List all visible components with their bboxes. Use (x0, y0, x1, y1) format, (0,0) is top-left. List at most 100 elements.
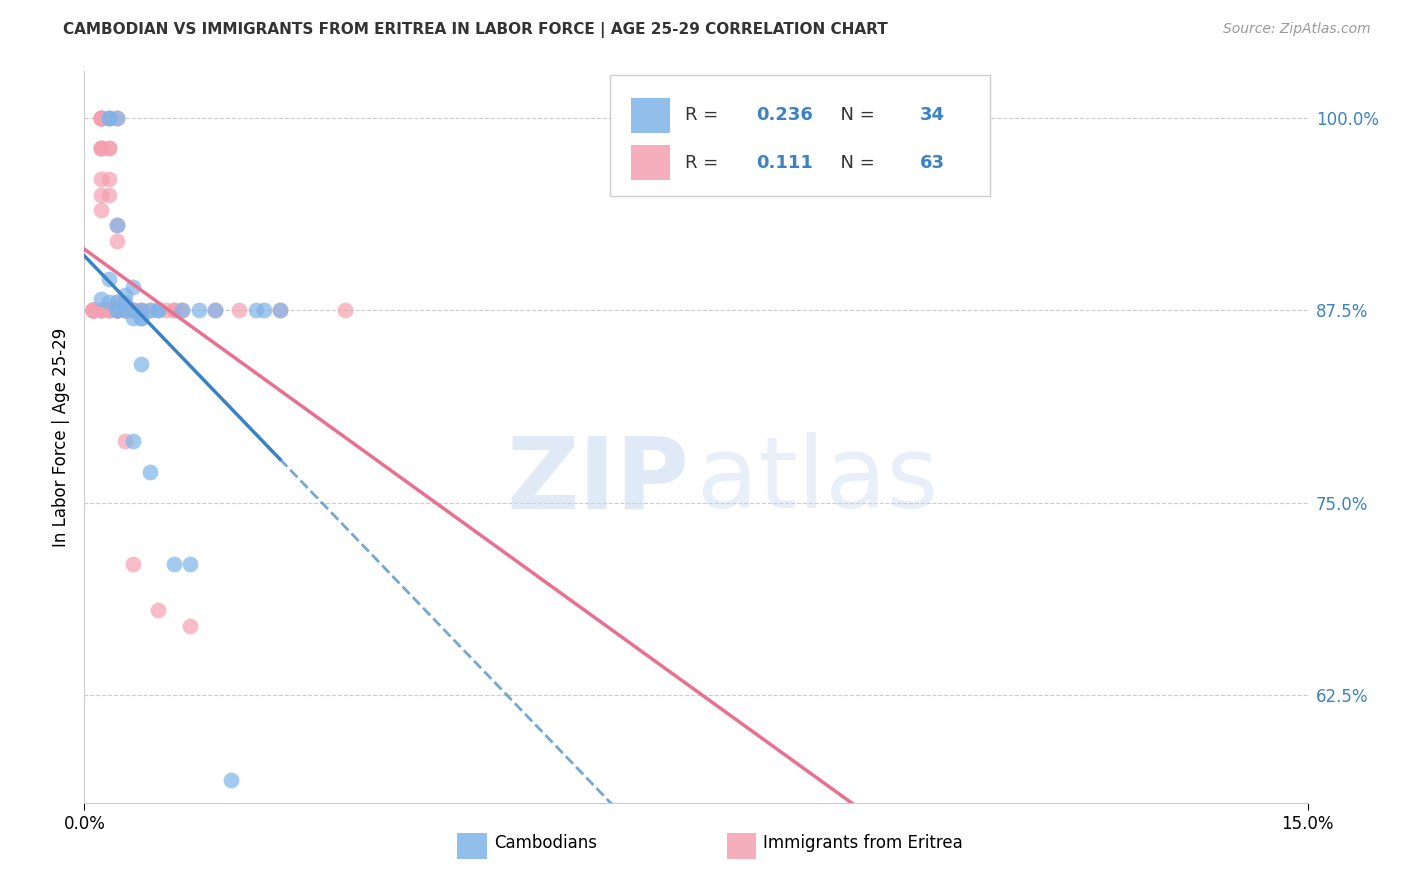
Point (97, 187, 120, 202)
Point (82, 303, 104, 318)
Point (105, 303, 128, 318)
Point (90, 141, 112, 155)
Point (114, 303, 136, 318)
Point (105, 295, 128, 310)
Point (105, 303, 128, 318)
Point (97, 272, 120, 286)
Point (269, 303, 291, 318)
Point (97, 303, 120, 318)
Point (163, 557, 186, 571)
Point (90, 111, 112, 125)
Point (335, 303, 357, 318)
Point (105, 111, 128, 125)
Point (114, 303, 136, 318)
Point (90, 303, 112, 318)
Point (82, 303, 104, 318)
Point (114, 303, 136, 318)
Point (90, 303, 112, 318)
Point (97, 295, 120, 310)
Point (204, 303, 226, 318)
Point (163, 303, 186, 318)
Point (163, 303, 186, 318)
Text: Immigrants from Eritrea: Immigrants from Eritrea (763, 834, 963, 852)
Point (97, 303, 120, 318)
Point (105, 295, 128, 310)
Point (82, 303, 104, 318)
Point (122, 303, 145, 318)
Point (131, 303, 153, 318)
Point (245, 303, 267, 318)
Point (146, 303, 169, 318)
Text: R =: R = (685, 106, 724, 124)
Point (131, 310, 153, 325)
Bar (457, 833, 486, 859)
Point (122, 303, 145, 318)
Point (97, 172, 120, 186)
Point (122, 310, 145, 325)
Point (97, 141, 120, 155)
Point (122, 303, 145, 318)
Text: N =: N = (830, 106, 880, 124)
FancyBboxPatch shape (610, 75, 990, 195)
Point (114, 303, 136, 318)
Point (146, 303, 169, 318)
Text: atlas: atlas (697, 433, 939, 530)
Point (269, 303, 291, 318)
Point (82, 303, 104, 318)
Point (122, 557, 145, 571)
Text: 34: 34 (920, 106, 945, 124)
Point (114, 303, 136, 318)
Point (97, 111, 120, 125)
Point (179, 618, 201, 632)
Point (204, 303, 226, 318)
Point (82, 303, 104, 318)
Point (105, 219, 128, 233)
Point (97, 111, 120, 125)
Point (90, 172, 112, 186)
Point (253, 303, 276, 318)
Text: 0.111: 0.111 (756, 153, 813, 172)
Point (105, 303, 128, 318)
Point (82, 303, 104, 318)
Point (155, 303, 177, 318)
Point (82, 303, 104, 318)
Point (228, 303, 250, 318)
Point (138, 303, 160, 318)
Point (90, 303, 112, 318)
Point (105, 303, 128, 318)
Point (90, 111, 112, 125)
Text: CAMBODIAN VS IMMIGRANTS FROM ERITREA IN LABOR FORCE | AGE 25-29 CORRELATION CHAR: CAMBODIAN VS IMMIGRANTS FROM ERITREA IN … (63, 22, 889, 38)
Point (114, 287, 136, 301)
Point (90, 111, 112, 125)
Point (90, 292, 112, 306)
Point (90, 303, 112, 318)
Point (82, 303, 104, 318)
Text: 63: 63 (920, 153, 945, 172)
Point (114, 434, 136, 448)
Bar (727, 833, 756, 859)
Point (114, 295, 136, 310)
Point (138, 465, 160, 479)
Point (90, 187, 112, 202)
Point (172, 303, 194, 318)
Point (122, 434, 145, 448)
Point (105, 111, 128, 125)
Point (82, 303, 104, 318)
Text: ZIP: ZIP (506, 433, 689, 530)
Bar (631, 98, 671, 133)
Point (97, 111, 120, 125)
Point (131, 303, 153, 318)
Text: N =: N = (830, 153, 880, 172)
Point (131, 303, 153, 318)
Bar (631, 145, 671, 180)
Point (122, 303, 145, 318)
Point (90, 202, 112, 217)
Point (219, 772, 242, 787)
Point (131, 310, 153, 325)
Y-axis label: In Labor Force | Age 25-29: In Labor Force | Age 25-29 (52, 327, 70, 547)
Point (122, 280, 145, 294)
Text: 0.236: 0.236 (756, 106, 813, 124)
Point (138, 303, 160, 318)
Text: Cambodians: Cambodians (494, 834, 598, 852)
Point (97, 303, 120, 318)
